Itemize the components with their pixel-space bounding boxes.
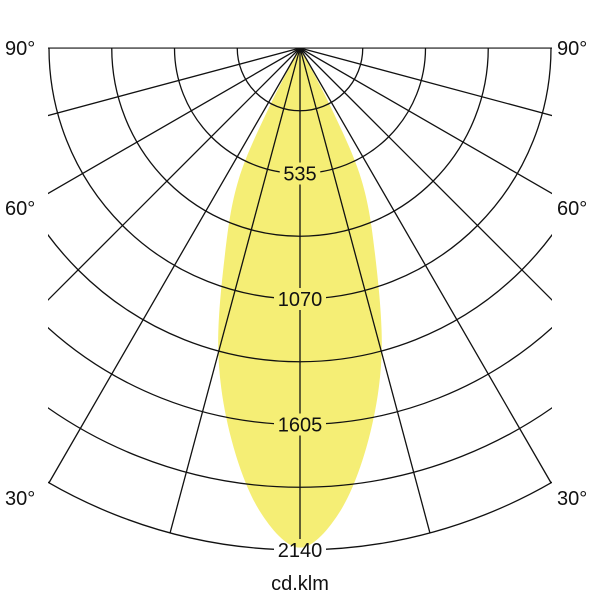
grid-spoke <box>169 47 301 534</box>
angle-label-right-60: 60° <box>557 198 587 220</box>
grid-spoke <box>299 47 552 117</box>
angle-label-right-30: 30° <box>557 488 587 510</box>
grid-spoke <box>299 47 431 534</box>
angle-label-left-60: 60° <box>5 198 35 220</box>
grid-spoke <box>48 47 301 484</box>
polar-grid <box>48 47 552 551</box>
radial-tick-535: 535 <box>283 164 316 186</box>
grid-spoke <box>48 47 301 195</box>
grid-spoke <box>48 47 301 117</box>
radial-tick-1070: 1070 <box>278 289 323 311</box>
angle-label-right-90: 90° <box>557 38 587 60</box>
unit-label: cd.klm <box>271 573 329 595</box>
grid-spoke <box>48 47 301 301</box>
labels: 90° 60° 30° 90° 60° 30° 535 1070 1605 21… <box>5 38 587 595</box>
radial-tick-1605: 1605 <box>278 415 323 437</box>
grid-spoke <box>299 47 552 195</box>
radial-tick-2140: 2140 <box>278 540 323 562</box>
angle-label-left-90: 90° <box>5 38 35 60</box>
angle-label-left-30: 30° <box>5 488 35 510</box>
grid-spoke <box>299 47 552 484</box>
grid-spoke <box>299 47 552 301</box>
